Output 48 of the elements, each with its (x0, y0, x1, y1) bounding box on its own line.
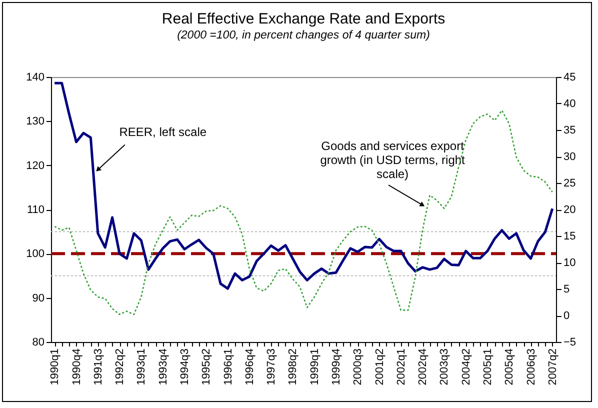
x-tick-label: 1990q4 (70, 348, 83, 386)
chart-subtitle: (2000 =100, in percent changes of 4 quarter sum) (177, 30, 430, 42)
y2-tick-label: 10 (564, 257, 576, 269)
y-tick-label: 140 (26, 72, 44, 84)
y-tick-label: 100 (26, 248, 44, 260)
x-tick-label: 1992q2 (114, 348, 126, 386)
chart-title: Real Effective Exchange Rate and Exports (162, 10, 446, 28)
y-tick-label: 80 (32, 336, 44, 348)
y2-tick-label: 25 (564, 178, 576, 190)
x-tick-label: 2004q2 (460, 348, 472, 386)
x-tick-label: 1999q1 (308, 348, 321, 386)
x-tick-label: 2006q3 (525, 348, 538, 386)
x-tick-label: 1997q3 (266, 348, 278, 386)
annotation: REER, left scale (119, 124, 207, 139)
x-tick-label: 1996q1 (222, 348, 234, 386)
x-tick-label: 1990q1 (49, 348, 62, 386)
y-tick-label: 120 (26, 160, 44, 172)
y2-tick-label: −5 (564, 336, 576, 348)
y2-tick-label: 35 (564, 124, 576, 136)
y2-tick-label: 5 (564, 284, 570, 296)
x-tick-label: 1996q4 (244, 348, 256, 386)
y2-tick-label: 45 (564, 72, 576, 84)
x-tick-label: 2003q3 (438, 348, 451, 386)
x-tick-label: 2005q4 (504, 348, 516, 386)
x-tick-label: 2000q3 (352, 348, 364, 386)
y2-tick-label: 40 (564, 98, 576, 110)
x-tick-label: 1993q4 (157, 348, 170, 386)
y-tick-label: 110 (26, 204, 44, 216)
y2-tick-label: 15 (564, 230, 576, 242)
annotation: Goods and services export growth (in USD terms, right scale) (320, 139, 466, 182)
y2-tick-label: 20 (564, 204, 576, 216)
x-tick-label: 2002q1 (395, 348, 408, 386)
x-tick-label: 1995q2 (200, 348, 213, 386)
y2-tick-label: 30 (564, 151, 576, 163)
x-tick-label: 2002q4 (417, 348, 430, 386)
line-series (54, 110, 554, 316)
y2-tick-label: 0 (564, 310, 570, 322)
x-tick-label: 1999q4 (330, 348, 342, 386)
y-tick-label: 90 (32, 292, 44, 304)
x-tick-label: 1994q3 (178, 348, 191, 386)
x-tick-label: 2005q1 (482, 348, 494, 386)
x-tick-label: 2001q2 (374, 348, 386, 386)
line-series (53, 82, 554, 290)
y-tick-label: 130 (26, 116, 44, 128)
x-tick-label: 1998q2 (287, 348, 300, 386)
x-tick-label: 1993q1 (136, 348, 148, 386)
x-tick-label: 1991q3 (92, 348, 104, 386)
x-tick-label: 2007q2 (546, 348, 559, 386)
